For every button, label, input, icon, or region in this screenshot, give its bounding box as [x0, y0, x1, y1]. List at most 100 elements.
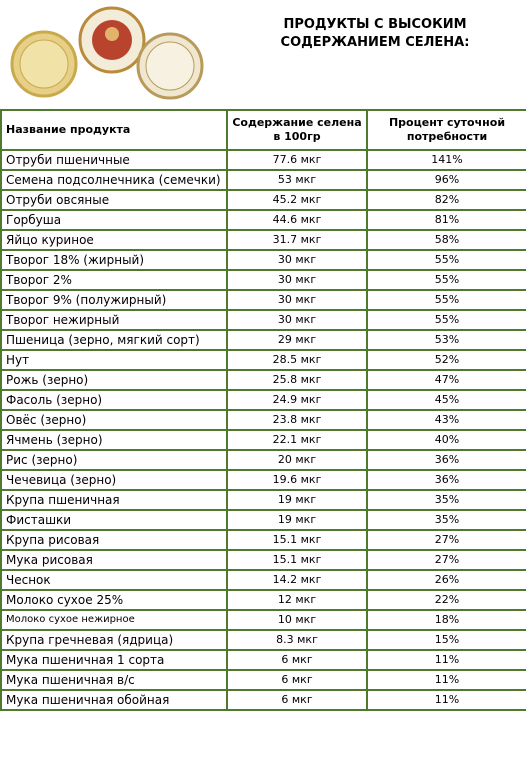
- daily-percent: 141%: [366, 149, 526, 171]
- product-name: Яйцо куриное: [0, 229, 228, 251]
- daily-percent: 11%: [366, 669, 526, 691]
- selenium-content: 12 мкг: [226, 589, 368, 611]
- table-row: Отруби пшеничные 77.6 мкг 141%: [0, 149, 526, 171]
- table-row: Пшеница (зерно, мягкий сорт) 29 мкг 53%: [0, 329, 526, 351]
- table-row: Нут 28.5 мкг 52%: [0, 349, 526, 371]
- selenium-content: 77.6 мкг: [226, 149, 368, 171]
- daily-percent: 45%: [366, 389, 526, 411]
- daily-percent: 55%: [366, 309, 526, 331]
- table-row: Чеснок 14.2 мкг 26%: [0, 569, 526, 591]
- selenium-content: 15.1 мкг: [226, 549, 368, 571]
- table-row: Мука рисовая 15.1 мкг 27%: [0, 549, 526, 571]
- selenium-content: 19.6 мкг: [226, 469, 368, 491]
- column-header: Название продукта: [0, 109, 228, 151]
- selenium-content: 44.6 мкг: [226, 209, 368, 231]
- table-row: Крупа пшеничная 19 мкг 35%: [0, 489, 526, 511]
- daily-percent: 96%: [366, 169, 526, 191]
- product-name: Творог нежирный: [0, 309, 228, 331]
- product-name: Чеснок: [0, 569, 228, 591]
- product-name: Молоко сухое нежирное: [0, 609, 228, 631]
- selenium-content: 20 мкг: [226, 449, 368, 471]
- column-header: Содержание селена в 100гр: [226, 109, 368, 151]
- product-name: Молоко сухое 25%: [0, 589, 228, 611]
- product-name: Мука пшеничная в/с: [0, 669, 228, 691]
- table-row: Творог нежирный 30 мкг 55%: [0, 309, 526, 331]
- selenium-content: 31.7 мкг: [226, 229, 368, 251]
- table-row: Молоко сухое нежирное 10 мкг 18%: [0, 609, 526, 631]
- product-name: Крупа пшеничная: [0, 489, 228, 511]
- product-name: Творог 2%: [0, 269, 228, 291]
- product-name: Крупа рисовая: [0, 529, 228, 551]
- product-name: Творог 9% (полужирный): [0, 289, 228, 311]
- selenium-content: 25.8 мкг: [226, 369, 368, 391]
- selenium-content: 30 мкг: [226, 269, 368, 291]
- product-name: Творог 18% (жирный): [0, 249, 228, 271]
- daily-percent: 55%: [366, 249, 526, 271]
- product-name: Фасоль (зерно): [0, 389, 228, 411]
- daily-percent: 82%: [366, 189, 526, 211]
- daily-percent: 22%: [366, 589, 526, 611]
- daily-percent: 15%: [366, 629, 526, 651]
- table-row: Овёс (зерно) 23.8 мкг 43%: [0, 409, 526, 431]
- product-name: Мука пшеничная 1 сорта: [0, 649, 228, 671]
- product-name: Мука рисовая: [0, 549, 228, 571]
- daily-percent: 47%: [366, 369, 526, 391]
- selenium-content: 10 мкг: [226, 609, 368, 631]
- table-row: Мука пшеничная обойная 6 мкг 11%: [0, 689, 526, 711]
- selenium-table: Название продукта Содержание селена в 100…: [0, 109, 526, 711]
- logo-left: [10, 30, 78, 98]
- selenium-content: 22.1 мкг: [226, 429, 368, 451]
- daily-percent: 11%: [366, 689, 526, 711]
- table-row: Семена подсолнечника (семечки) 53 мкг 96%: [0, 169, 526, 191]
- table-row: Фасоль (зерно) 24.9 мкг 45%: [0, 389, 526, 411]
- product-name: Овёс (зерно): [0, 409, 228, 431]
- table-row: Творог 9% (полужирный) 30 мкг 55%: [0, 289, 526, 311]
- selenium-content: 30 мкг: [226, 249, 368, 271]
- daily-percent: 36%: [366, 469, 526, 491]
- column-header: Процент суточной потребности: [366, 109, 526, 151]
- selenium-content: 28.5 мкг: [226, 349, 368, 371]
- table-row: Чечевица (зерно) 19.6 мкг 36%: [0, 469, 526, 491]
- table-row: Мука пшеничная 1 сорта 6 мкг 11%: [0, 649, 526, 671]
- daily-percent: 27%: [366, 549, 526, 571]
- selenium-content: 45.2 мкг: [226, 189, 368, 211]
- daily-percent: 18%: [366, 609, 526, 631]
- product-name: Крупа гречневая (ядрица): [0, 629, 228, 651]
- logo-center: [78, 6, 146, 74]
- daily-percent: 81%: [366, 209, 526, 231]
- product-name: Рожь (зерно): [0, 369, 228, 391]
- table-row: Мука пшеничная в/с 6 мкг 11%: [0, 669, 526, 691]
- product-name: Фисташки: [0, 509, 228, 531]
- selenium-content: 24.9 мкг: [226, 389, 368, 411]
- table-row: Рожь (зерно) 25.8 мкг 47%: [0, 369, 526, 391]
- daily-percent: 27%: [366, 529, 526, 551]
- table-row: Горбуша 44.6 мкг 81%: [0, 209, 526, 231]
- daily-percent: 55%: [366, 289, 526, 311]
- selenium-content: 6 мкг: [226, 649, 368, 671]
- selenium-content: 6 мкг: [226, 689, 368, 711]
- table-row: Молоко сухое 25% 12 мкг 22%: [0, 589, 526, 611]
- selenium-content: 6 мкг: [226, 669, 368, 691]
- selenium-content: 8.3 мкг: [226, 629, 368, 651]
- selenium-content: 19 мкг: [226, 489, 368, 511]
- product-name: Нут: [0, 349, 228, 371]
- product-name: Рис (зерно): [0, 449, 228, 471]
- product-name: Отруби овсяные: [0, 189, 228, 211]
- selenium-content: 29 мкг: [226, 329, 368, 351]
- selenium-content: 30 мкг: [226, 289, 368, 311]
- selenium-content: 53 мкг: [226, 169, 368, 191]
- daily-percent: 35%: [366, 509, 526, 531]
- table-row: Творог 2% 30 мкг 55%: [0, 269, 526, 291]
- table-row: Крупа гречневая (ядрица) 8.3 мкг 15%: [0, 629, 526, 651]
- title: ПРОДУКТЫ С ВЫСОКИМ СОДЕРЖАНИЕМ СЕЛЕНА:: [240, 16, 510, 52]
- product-name: Семена подсолнечника (семечки): [0, 169, 228, 191]
- table-row: Фисташки 19 мкг 35%: [0, 509, 526, 531]
- title-line: СОДЕРЖАНИЕМ СЕЛЕНА:: [280, 35, 470, 50]
- daily-percent: 36%: [366, 449, 526, 471]
- table-row: Отруби овсяные 45.2 мкг 82%: [0, 189, 526, 211]
- selenium-content: 23.8 мкг: [226, 409, 368, 431]
- daily-percent: 53%: [366, 329, 526, 351]
- header-row: Название продукта Содержание селена в 100…: [0, 109, 526, 151]
- selenium-content: 14.2 мкг: [226, 569, 368, 591]
